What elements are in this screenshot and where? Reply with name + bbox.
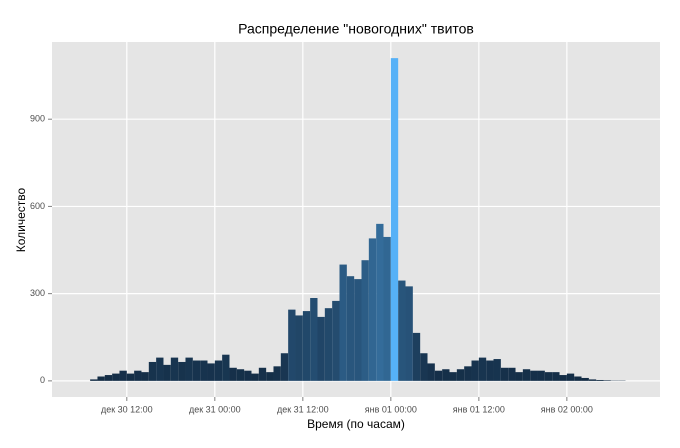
bar: [545, 372, 552, 381]
bar: [244, 371, 251, 381]
bar: [362, 260, 369, 381]
bar: [127, 374, 134, 381]
y-tick-label: 300: [30, 288, 45, 298]
bar: [486, 361, 493, 381]
bar: [567, 374, 574, 381]
bar: [295, 315, 302, 380]
bar: [288, 310, 295, 381]
bar: [530, 371, 537, 381]
y-axis-label: Количество: [14, 187, 28, 252]
bar: [339, 265, 346, 381]
bar: [384, 237, 391, 381]
bar: [406, 286, 413, 380]
bar: [237, 369, 244, 381]
x-axis-label: Время (по часам): [307, 417, 405, 431]
bar: [215, 361, 222, 381]
bar: [347, 276, 354, 381]
bar: [97, 377, 104, 381]
bar: [310, 298, 317, 381]
bar: [251, 374, 258, 381]
bar: [538, 371, 545, 381]
bar: [398, 281, 405, 381]
bar: [516, 372, 523, 381]
bar: [457, 369, 464, 381]
bar: [560, 375, 567, 381]
bar: [428, 363, 435, 380]
bar: [391, 58, 398, 381]
y-tick-label: 900: [30, 114, 45, 124]
x-tick-label: янв 01 00:00: [365, 404, 417, 414]
bar: [273, 366, 280, 381]
bar: [317, 317, 324, 381]
bar: [596, 380, 603, 381]
bar: [523, 369, 530, 381]
bar: [442, 369, 449, 381]
bar: [501, 368, 508, 381]
bar: [435, 371, 442, 381]
bar: [369, 238, 376, 380]
bar: [112, 374, 119, 381]
y-tick-label: 0: [40, 375, 45, 385]
bar: [200, 361, 207, 381]
bar: [354, 279, 361, 381]
bar: [281, 353, 288, 381]
bar: [376, 224, 383, 381]
bar: [479, 358, 486, 381]
bar: [604, 380, 611, 381]
bar: [420, 353, 427, 381]
x-tick-label: янв 02 00:00: [541, 404, 593, 414]
bar: [222, 355, 229, 381]
x-tick-label: янв 01 12:00: [453, 404, 505, 414]
bar: [472, 361, 479, 381]
bar: [134, 371, 141, 381]
bar: [149, 362, 156, 381]
bar: [171, 358, 178, 381]
bar: [494, 359, 501, 381]
bar: [589, 379, 596, 380]
bar: [229, 368, 236, 381]
bar: [105, 375, 112, 381]
bar: [90, 379, 97, 380]
bar: [552, 372, 559, 381]
bar: [193, 361, 200, 381]
bar: [574, 377, 581, 381]
bar: [413, 333, 420, 381]
bar: [259, 368, 266, 381]
bar: [303, 311, 310, 381]
bar: [266, 372, 273, 381]
chart-title: Распределение "новогодних" твитов: [238, 21, 474, 37]
bar: [156, 358, 163, 381]
bar: [185, 358, 192, 381]
x-tick-label: дек 31 12:00: [277, 404, 329, 414]
bar: [332, 301, 339, 381]
bar: [508, 368, 515, 381]
x-tick-label: дек 30 12:00: [101, 404, 153, 414]
y-tick-label: 600: [30, 201, 45, 211]
bar: [582, 378, 589, 381]
bar: [178, 362, 185, 381]
bar: [207, 363, 214, 380]
bar: [119, 371, 126, 381]
bar: [141, 372, 148, 381]
bar: [464, 366, 471, 381]
bar: [450, 372, 457, 381]
bar: [325, 308, 332, 381]
bar: [163, 365, 170, 381]
x-tick-label: дек 31 00:00: [189, 404, 241, 414]
